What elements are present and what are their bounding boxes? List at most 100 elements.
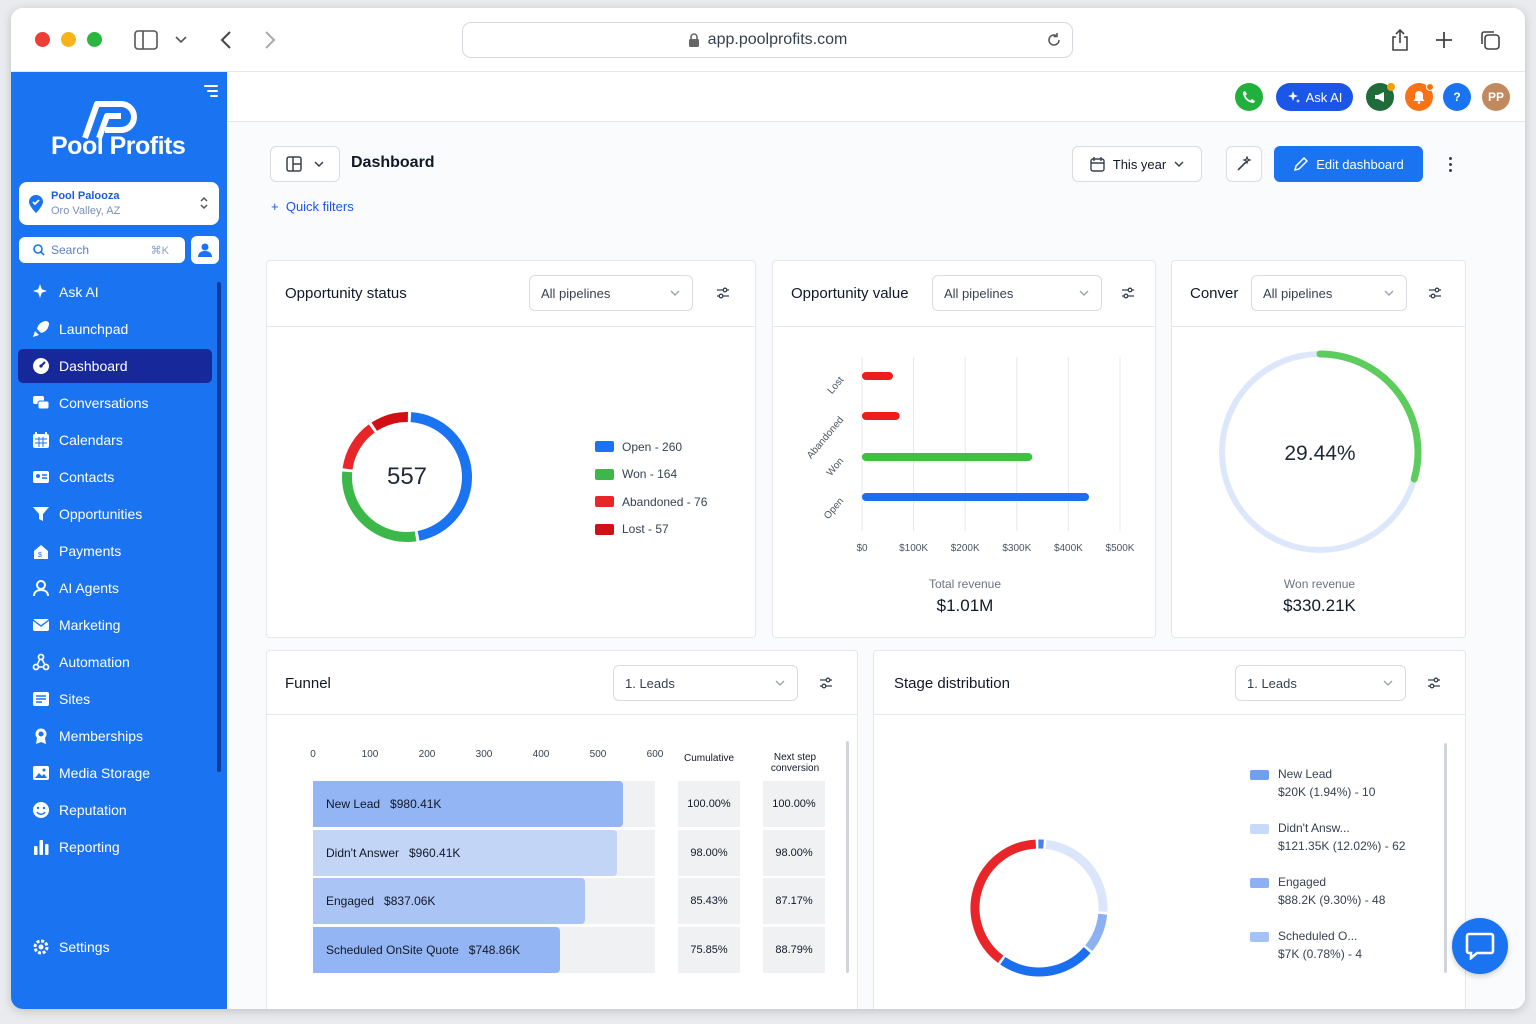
- sparkle-icon: [33, 284, 47, 298]
- bar-abandoned[interactable]: [862, 412, 900, 420]
- date-range-button[interactable]: This year: [1072, 146, 1202, 182]
- avatar[interactable]: PP: [1482, 83, 1510, 111]
- pipeline-select[interactable]: All pipelines: [932, 275, 1102, 311]
- sidebar-item-label: Opportunities: [59, 506, 143, 522]
- minimize-window-button[interactable]: [61, 32, 76, 47]
- more-options-icon[interactable]: [1442, 152, 1458, 176]
- sidebar-item-payments[interactable]: $ Payments: [18, 534, 212, 568]
- layout-view-button[interactable]: [270, 146, 340, 182]
- opportunity-status-card: Opportunity status All pipelines 557 Ope…: [266, 260, 756, 638]
- pool-profits-logo-icon: [82, 101, 137, 140]
- tabs-overview-icon[interactable]: [1477, 27, 1503, 53]
- sidebar-item-opportunities[interactable]: Opportunities: [18, 497, 212, 531]
- reload-icon[interactable]: [1046, 32, 1062, 48]
- quick-filters-link[interactable]: + Quick filters: [271, 199, 354, 214]
- maximize-window-button[interactable]: [87, 32, 102, 47]
- pipeline-select[interactable]: All pipelines: [529, 275, 693, 311]
- stage-slice-1[interactable]: [1045, 839, 1108, 912]
- legend-item: Abandoned - 76: [595, 488, 707, 516]
- chevron-down-icon[interactable]: [168, 27, 194, 53]
- donut-slice-abandoned[interactable]: [342, 424, 375, 470]
- funnel-stage-label: Scheduled OnSite Quote: [326, 942, 459, 957]
- user-profile-button[interactable]: [191, 236, 219, 264]
- stage-slice-2[interactable]: [1085, 913, 1108, 951]
- legend-item: Won - 164: [595, 461, 707, 489]
- close-window-button[interactable]: [35, 32, 50, 47]
- sidebar-item-ai-agents[interactable]: AI Agents: [18, 571, 212, 605]
- sidebar-item-ask-ai[interactable]: Ask AI: [18, 275, 212, 309]
- settings-sliders-icon[interactable]: [1428, 286, 1442, 300]
- funnel-next-cell: 88.79%: [763, 926, 825, 973]
- back-icon[interactable]: [213, 27, 239, 53]
- search-shortcut: ⌘K: [150, 244, 169, 257]
- sidebar-item-contacts[interactable]: Contacts: [18, 460, 212, 494]
- funnel-scrollbar[interactable]: [846, 741, 849, 973]
- location-pin-icon: [29, 195, 43, 213]
- sidebar-item-automation[interactable]: Automation: [18, 645, 212, 679]
- funnel-bar[interactable]: New Lead $980.41K: [313, 781, 623, 827]
- chevron-down-icon: [1174, 160, 1184, 167]
- legend-label: Lost - 57: [622, 522, 669, 537]
- sidebar-item-reputation[interactable]: Reputation: [18, 793, 212, 827]
- notifications-button[interactable]: [1405, 83, 1434, 111]
- donut-slice-lost[interactable]: [371, 412, 409, 432]
- sidebar-item-settings[interactable]: Settings: [32, 938, 110, 956]
- stage-select[interactable]: 1. Leads: [613, 665, 798, 701]
- help-icon: ?: [1453, 90, 1461, 104]
- sidebar-item-dashboard[interactable]: Dashboard: [18, 349, 212, 383]
- magic-wand-button[interactable]: [1226, 146, 1262, 182]
- chat-icon: [33, 396, 50, 410]
- help-button[interactable]: ?: [1443, 83, 1471, 111]
- legend-stage-value: $7K (0.78%) - 4: [1278, 947, 1363, 961]
- chat-widget-button[interactable]: [1452, 918, 1508, 974]
- announcements-button[interactable]: [1366, 83, 1395, 111]
- share-icon[interactable]: [1387, 27, 1413, 53]
- sidebar-item-sites[interactable]: Sites: [18, 682, 212, 716]
- ask-ai-button[interactable]: Ask AI: [1276, 83, 1353, 111]
- settings-sliders-icon[interactable]: [819, 676, 833, 690]
- settings-sliders-icon[interactable]: [1121, 286, 1135, 300]
- bar-won[interactable]: [862, 453, 1033, 461]
- legend-stage-name: Engaged: [1278, 875, 1327, 889]
- funnel-stage-label: Didn't Answer: [326, 845, 399, 860]
- sidebar-search[interactable]: Search ⌘K: [19, 237, 185, 263]
- collapse-menu-icon[interactable]: [203, 84, 219, 98]
- sidebar-item-reporting[interactable]: Reporting: [18, 830, 212, 864]
- bar-lost[interactable]: [862, 372, 893, 380]
- settings-sliders-icon[interactable]: [716, 286, 730, 300]
- y-category-label: Lost: [826, 375, 847, 397]
- sidebar-item-memberships[interactable]: Memberships: [18, 719, 212, 753]
- location-switcher[interactable]: Pool Palooza Oro Valley, AZ: [19, 182, 219, 225]
- sidebar-toggle-icon[interactable]: [133, 27, 159, 53]
- funnel-column-header: Next step: [773, 752, 817, 763]
- sidebar-item-calendars[interactable]: Calendars: [18, 423, 212, 457]
- sidebar-item-conversations[interactable]: Conversations: [18, 386, 212, 420]
- funnel-bar[interactable]: Scheduled OnSite Quote $748.86K: [313, 926, 560, 973]
- sidebar-item-launchpad[interactable]: Launchpad: [18, 312, 212, 346]
- phone-button[interactable]: [1235, 83, 1263, 111]
- pipeline-select[interactable]: All pipelines: [1251, 275, 1407, 311]
- sidebar-scrollbar[interactable]: [217, 282, 221, 772]
- sidebar-item-media-storage[interactable]: Media Storage: [18, 756, 212, 790]
- donut-slice-won[interactable]: [342, 471, 417, 542]
- phone-icon: [1243, 91, 1255, 103]
- new-tab-icon[interactable]: [1431, 27, 1457, 53]
- sidebar-item-marketing[interactable]: Marketing: [18, 608, 212, 642]
- legend-label: Won - 164: [622, 467, 678, 482]
- donut-slice-open[interactable]: [410, 412, 472, 541]
- legend-stage-value: $20K (1.94%) - 10: [1278, 785, 1376, 799]
- edit-dashboard-button[interactable]: Edit dashboard: [1274, 146, 1423, 182]
- funnel-bar[interactable]: Didn't Answer $960.41K: [313, 829, 617, 876]
- funnel-bar[interactable]: Engaged $837.06K: [313, 878, 585, 924]
- stage-slice-3[interactable]: [1000, 947, 1091, 977]
- stage-select[interactable]: 1. Leads: [1235, 665, 1406, 701]
- address-bar[interactable]: app.poolprofits.com: [462, 22, 1073, 58]
- forward-icon[interactable]: [257, 27, 283, 53]
- stage-slice-4[interactable]: [970, 839, 1037, 963]
- sidebar-item-label: Reporting: [59, 839, 120, 855]
- stage-legend-scrollbar[interactable]: [1444, 743, 1447, 973]
- bar-open[interactable]: [862, 493, 1090, 501]
- settings-sliders-icon[interactable]: [1427, 676, 1441, 690]
- dashboard-main: Dashboard + Quick filters This year Edit…: [227, 122, 1525, 1009]
- card-title: Conver: [1190, 285, 1239, 302]
